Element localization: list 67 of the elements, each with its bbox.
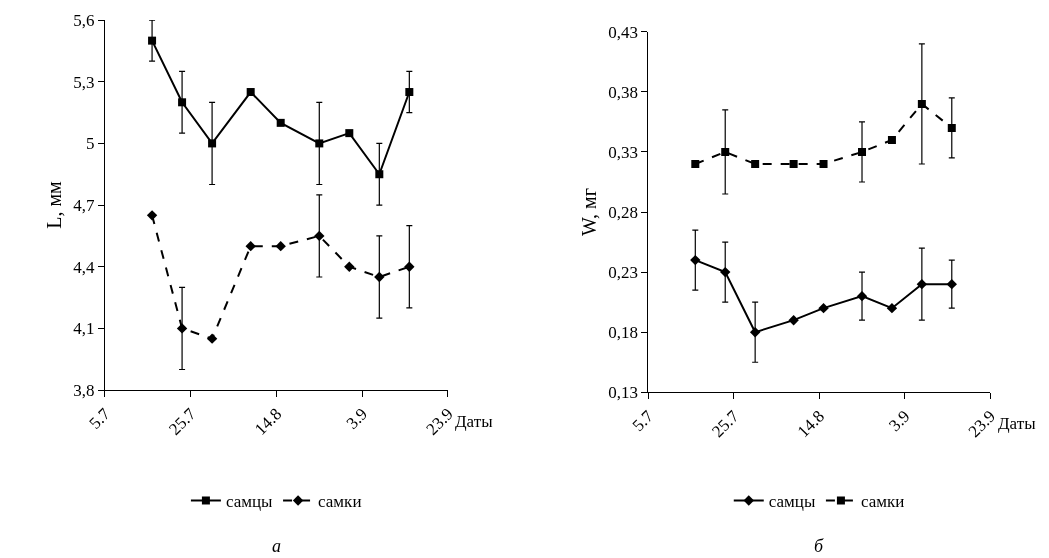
point (720, 266, 731, 278)
point (276, 118, 285, 127)
y-tick-label: 0,18 (608, 323, 638, 343)
legend-label: самки (860, 492, 905, 512)
y-tick-label: 0,13 (608, 383, 638, 403)
point (946, 278, 957, 290)
point (818, 302, 829, 314)
x-axis-title: Даты (455, 412, 494, 431)
point (856, 290, 868, 302)
point (858, 147, 867, 156)
point (788, 314, 799, 326)
point (246, 88, 255, 97)
point (404, 261, 415, 272)
point (344, 261, 355, 272)
point (176, 323, 188, 334)
point (887, 135, 896, 144)
point (206, 333, 218, 344)
point (690, 254, 701, 266)
point (178, 98, 187, 107)
x-tick-label: 3.9 (885, 406, 914, 436)
point (405, 88, 414, 97)
y-tick-label: 4,7 (73, 196, 95, 216)
x-tick-label: 5.7 (628, 406, 658, 436)
y-tick-label: 5,6 (73, 11, 95, 31)
point (916, 278, 928, 290)
text: б (814, 536, 824, 556)
y-tick-label: 0,38 (608, 82, 638, 102)
y-axis-title: W, мг (577, 188, 600, 236)
point (789, 159, 798, 168)
point (751, 159, 760, 168)
point (886, 302, 898, 314)
text: а (272, 536, 281, 556)
point (375, 170, 384, 179)
point (947, 123, 956, 132)
x-tick-label: 5.7 (85, 403, 115, 433)
point (245, 240, 256, 252)
point (691, 159, 700, 168)
y-tick-label: 4,4 (73, 257, 95, 277)
point (314, 230, 325, 242)
y-tick-label: 0,28 (608, 202, 638, 222)
point (374, 271, 385, 283)
x-tick-label: 14.8 (250, 404, 286, 439)
legend-label: самки (318, 492, 362, 512)
point (146, 210, 158, 221)
point (721, 147, 730, 156)
x-tick-label: 14.8 (793, 406, 829, 442)
point (275, 240, 286, 252)
y-axis-title: L, мм (42, 180, 65, 229)
point (819, 159, 828, 168)
y-tick-label: 0,33 (608, 142, 638, 162)
x-tick-label: 25.7 (708, 406, 743, 442)
x-tick-label: 3.9 (342, 404, 372, 433)
point (148, 36, 157, 45)
legend-label: самцы (768, 492, 816, 512)
legend-label: самцы (225, 492, 274, 512)
y-tick-label: 0,43 (608, 22, 638, 42)
point (917, 99, 926, 108)
y-tick-label: 5,3 (73, 72, 95, 92)
point (345, 129, 354, 138)
y-tick-label: 4,1 (73, 319, 95, 339)
x-axis-title: Даты (998, 414, 1037, 433)
point (208, 139, 217, 148)
y-tick-label: 0,23 (608, 263, 638, 283)
point (315, 139, 324, 148)
y-tick-label: 3,8 (73, 380, 95, 400)
y-tick-label: 5 (86, 134, 95, 154)
point (749, 327, 761, 338)
